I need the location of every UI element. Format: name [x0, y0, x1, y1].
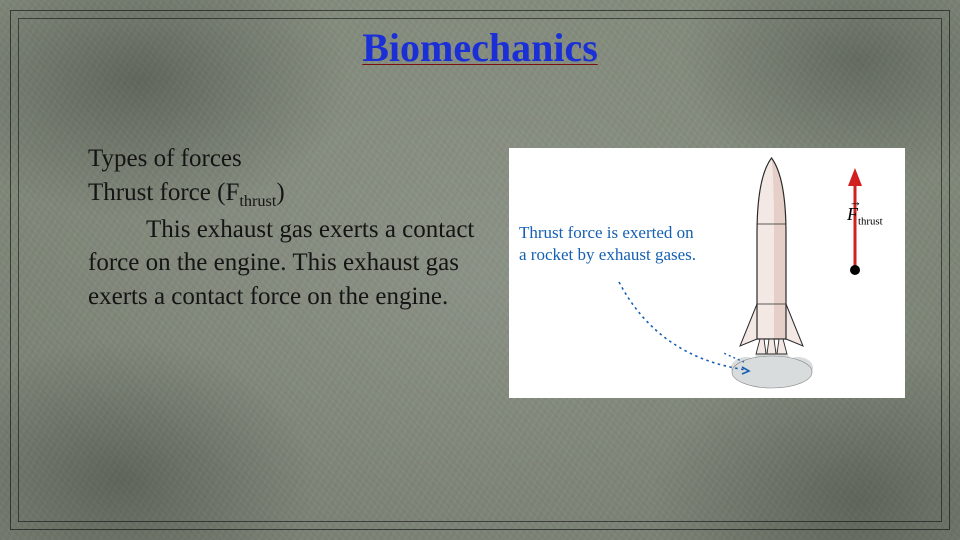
leader-line — [724, 164, 744, 362]
thrust-label-post: ) — [276, 179, 284, 206]
slide-title: Biomechanics — [0, 24, 960, 71]
description-text: This exhaust gas exerts a contact force … — [88, 216, 474, 311]
line-thrust-force: Thrust force (Fthrust) — [88, 176, 488, 213]
rocket-svg — [724, 154, 819, 392]
vector-svg — [837, 160, 897, 310]
vector-label-sub: thrust — [858, 216, 883, 228]
thrust-label-pre: Thrust force (F — [88, 179, 239, 206]
slide: Biomechanics Types of forces Thrust forc… — [0, 0, 960, 540]
body-text: Types of forces Thrust force (Fthrust) T… — [88, 142, 488, 314]
vector-origin-dot — [850, 265, 860, 275]
force-vector — [837, 160, 897, 310]
exhaust-cloud — [731, 349, 813, 388]
vector-arrowhead — [848, 168, 862, 186]
line-description: This exhaust gas exerts a contact force … — [88, 213, 488, 314]
thrust-subscript: thrust — [239, 192, 276, 210]
line-types-of-forces: Types of forces — [88, 142, 488, 176]
vector-label: → Fthrust — [847, 204, 883, 228]
figure-panel: Thrust force is exerted on a rocket by e… — [509, 148, 905, 398]
vector-overarrow-icon: → — [849, 194, 862, 210]
figure-caption: Thrust force is exerted on a rocket by e… — [519, 222, 704, 266]
rocket-illustration — [724, 154, 819, 392]
